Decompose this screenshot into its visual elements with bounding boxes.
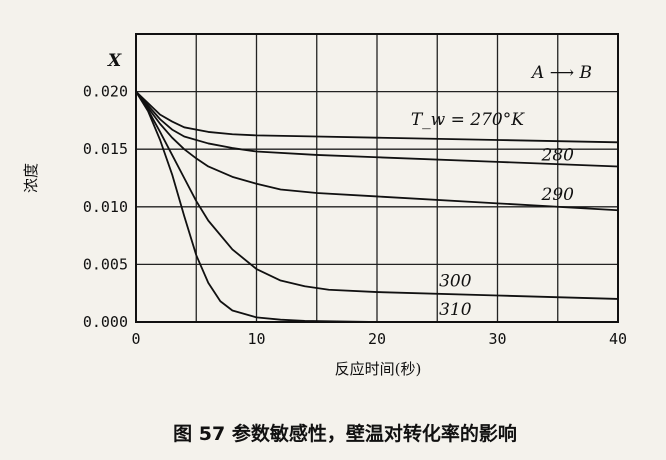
series-line-290: [135, 91, 619, 212]
series-label-300: 300: [439, 271, 472, 291]
series-label-270K: T_w = 270°K: [411, 110, 525, 130]
series-line-270K: [135, 90, 619, 144]
y-tick-label: 0.010: [83, 198, 128, 216]
x-tick-labels: 0 10 20 30 40: [131, 330, 627, 348]
series-label-290: 290: [541, 185, 575, 205]
x-tick-label: 0: [131, 330, 140, 348]
y-tick-label: 0.015: [83, 140, 128, 158]
y-tick-labels: 0.000 0.005 0.010 0.015 0.020: [83, 83, 128, 331]
series-line-300: [135, 91, 619, 300]
x-tick-label: 20: [368, 330, 386, 348]
y-tick-label: 0.000: [83, 313, 128, 331]
y-tick-label: 0.020: [83, 83, 128, 101]
y-axis-label: 浓度: [22, 163, 40, 193]
figure-caption: 图 57 参数敏感性，壁温对转化率的影响: [173, 422, 517, 445]
series-line-280: [135, 91, 619, 168]
y-axis-symbol: X: [107, 51, 122, 71]
y-tick-label: 0.005: [83, 255, 128, 273]
series-label-310: 310: [439, 300, 472, 320]
reaction-label: A ⟶ B: [530, 63, 592, 83]
series-labels: T_w = 270°K 280 290 300 310: [411, 110, 574, 320]
x-tick-label: 40: [609, 330, 627, 348]
series-label-280: 280: [541, 146, 575, 166]
x-tick-label: 30: [488, 330, 506, 348]
series-lines: [135, 90, 619, 323]
series-line-310: [135, 91, 618, 323]
x-tick-label: 10: [247, 330, 265, 348]
x-axis-label: 反应时间(秒): [335, 360, 422, 378]
